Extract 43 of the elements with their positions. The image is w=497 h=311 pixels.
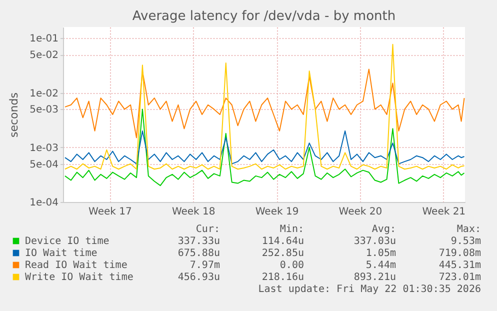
text: 675.88u — [178, 248, 220, 259]
text: 337.33u — [178, 236, 220, 247]
line-series — [64, 68, 465, 138]
y-axis-title: seconds — [8, 92, 21, 138]
y-tick-label: 1e-04 — [30, 198, 58, 208]
x-tick-label: Week 17 — [88, 206, 132, 218]
x-tick-label: Week 19 — [255, 206, 299, 218]
legend-label: Read IO Wait time — [25, 260, 128, 271]
y-tick-label: 5e-04 — [30, 159, 58, 170]
text: 445.31m — [438, 260, 481, 271]
legend-label: IO Wait time — [25, 248, 98, 259]
line-series — [64, 108, 465, 186]
text: 337.03u — [354, 236, 396, 247]
text: 456.93u — [178, 272, 220, 283]
line-series — [64, 130, 465, 164]
text: 0.00 — [280, 260, 304, 271]
text: 893.21u — [354, 272, 396, 283]
text: 723.01m — [438, 272, 481, 283]
y-tick-label: 1e-01 — [30, 34, 58, 45]
y-tick-label: 5e-02 — [30, 50, 58, 62]
text: 218.16u — [262, 272, 304, 283]
text: 114.64u — [262, 236, 304, 247]
x-tick-label: Week 18 — [172, 206, 216, 218]
chart-title: Average latency for /dev/vda - by month — [132, 9, 396, 24]
text: 252.85u — [262, 248, 304, 259]
y-tick-label: 5e-03 — [30, 104, 58, 116]
y-tick-label: 1e-03 — [30, 142, 58, 154]
text: 719.08m — [438, 248, 481, 259]
text: Cur: — [196, 224, 220, 235]
text: 9.53m — [450, 236, 481, 247]
y-tick-label: 1e-02 — [30, 88, 58, 100]
text: 1.05m — [366, 248, 396, 259]
text: Avg: — [372, 224, 396, 235]
x-tick-label: Week 21 — [422, 206, 466, 218]
text: Last update: Fri May 22 01:30:35 2026 — [258, 284, 481, 295]
legend-label: Device IO time — [25, 236, 110, 247]
line-series — [64, 44, 465, 170]
text: 7.97m — [190, 260, 220, 271]
text: Min: — [280, 224, 304, 235]
text: Max: — [456, 224, 481, 235]
legend-label: Write IO Wait time — [25, 272, 134, 283]
text: 5.44m — [366, 260, 396, 271]
x-tick-label: Week 20 — [338, 206, 382, 218]
